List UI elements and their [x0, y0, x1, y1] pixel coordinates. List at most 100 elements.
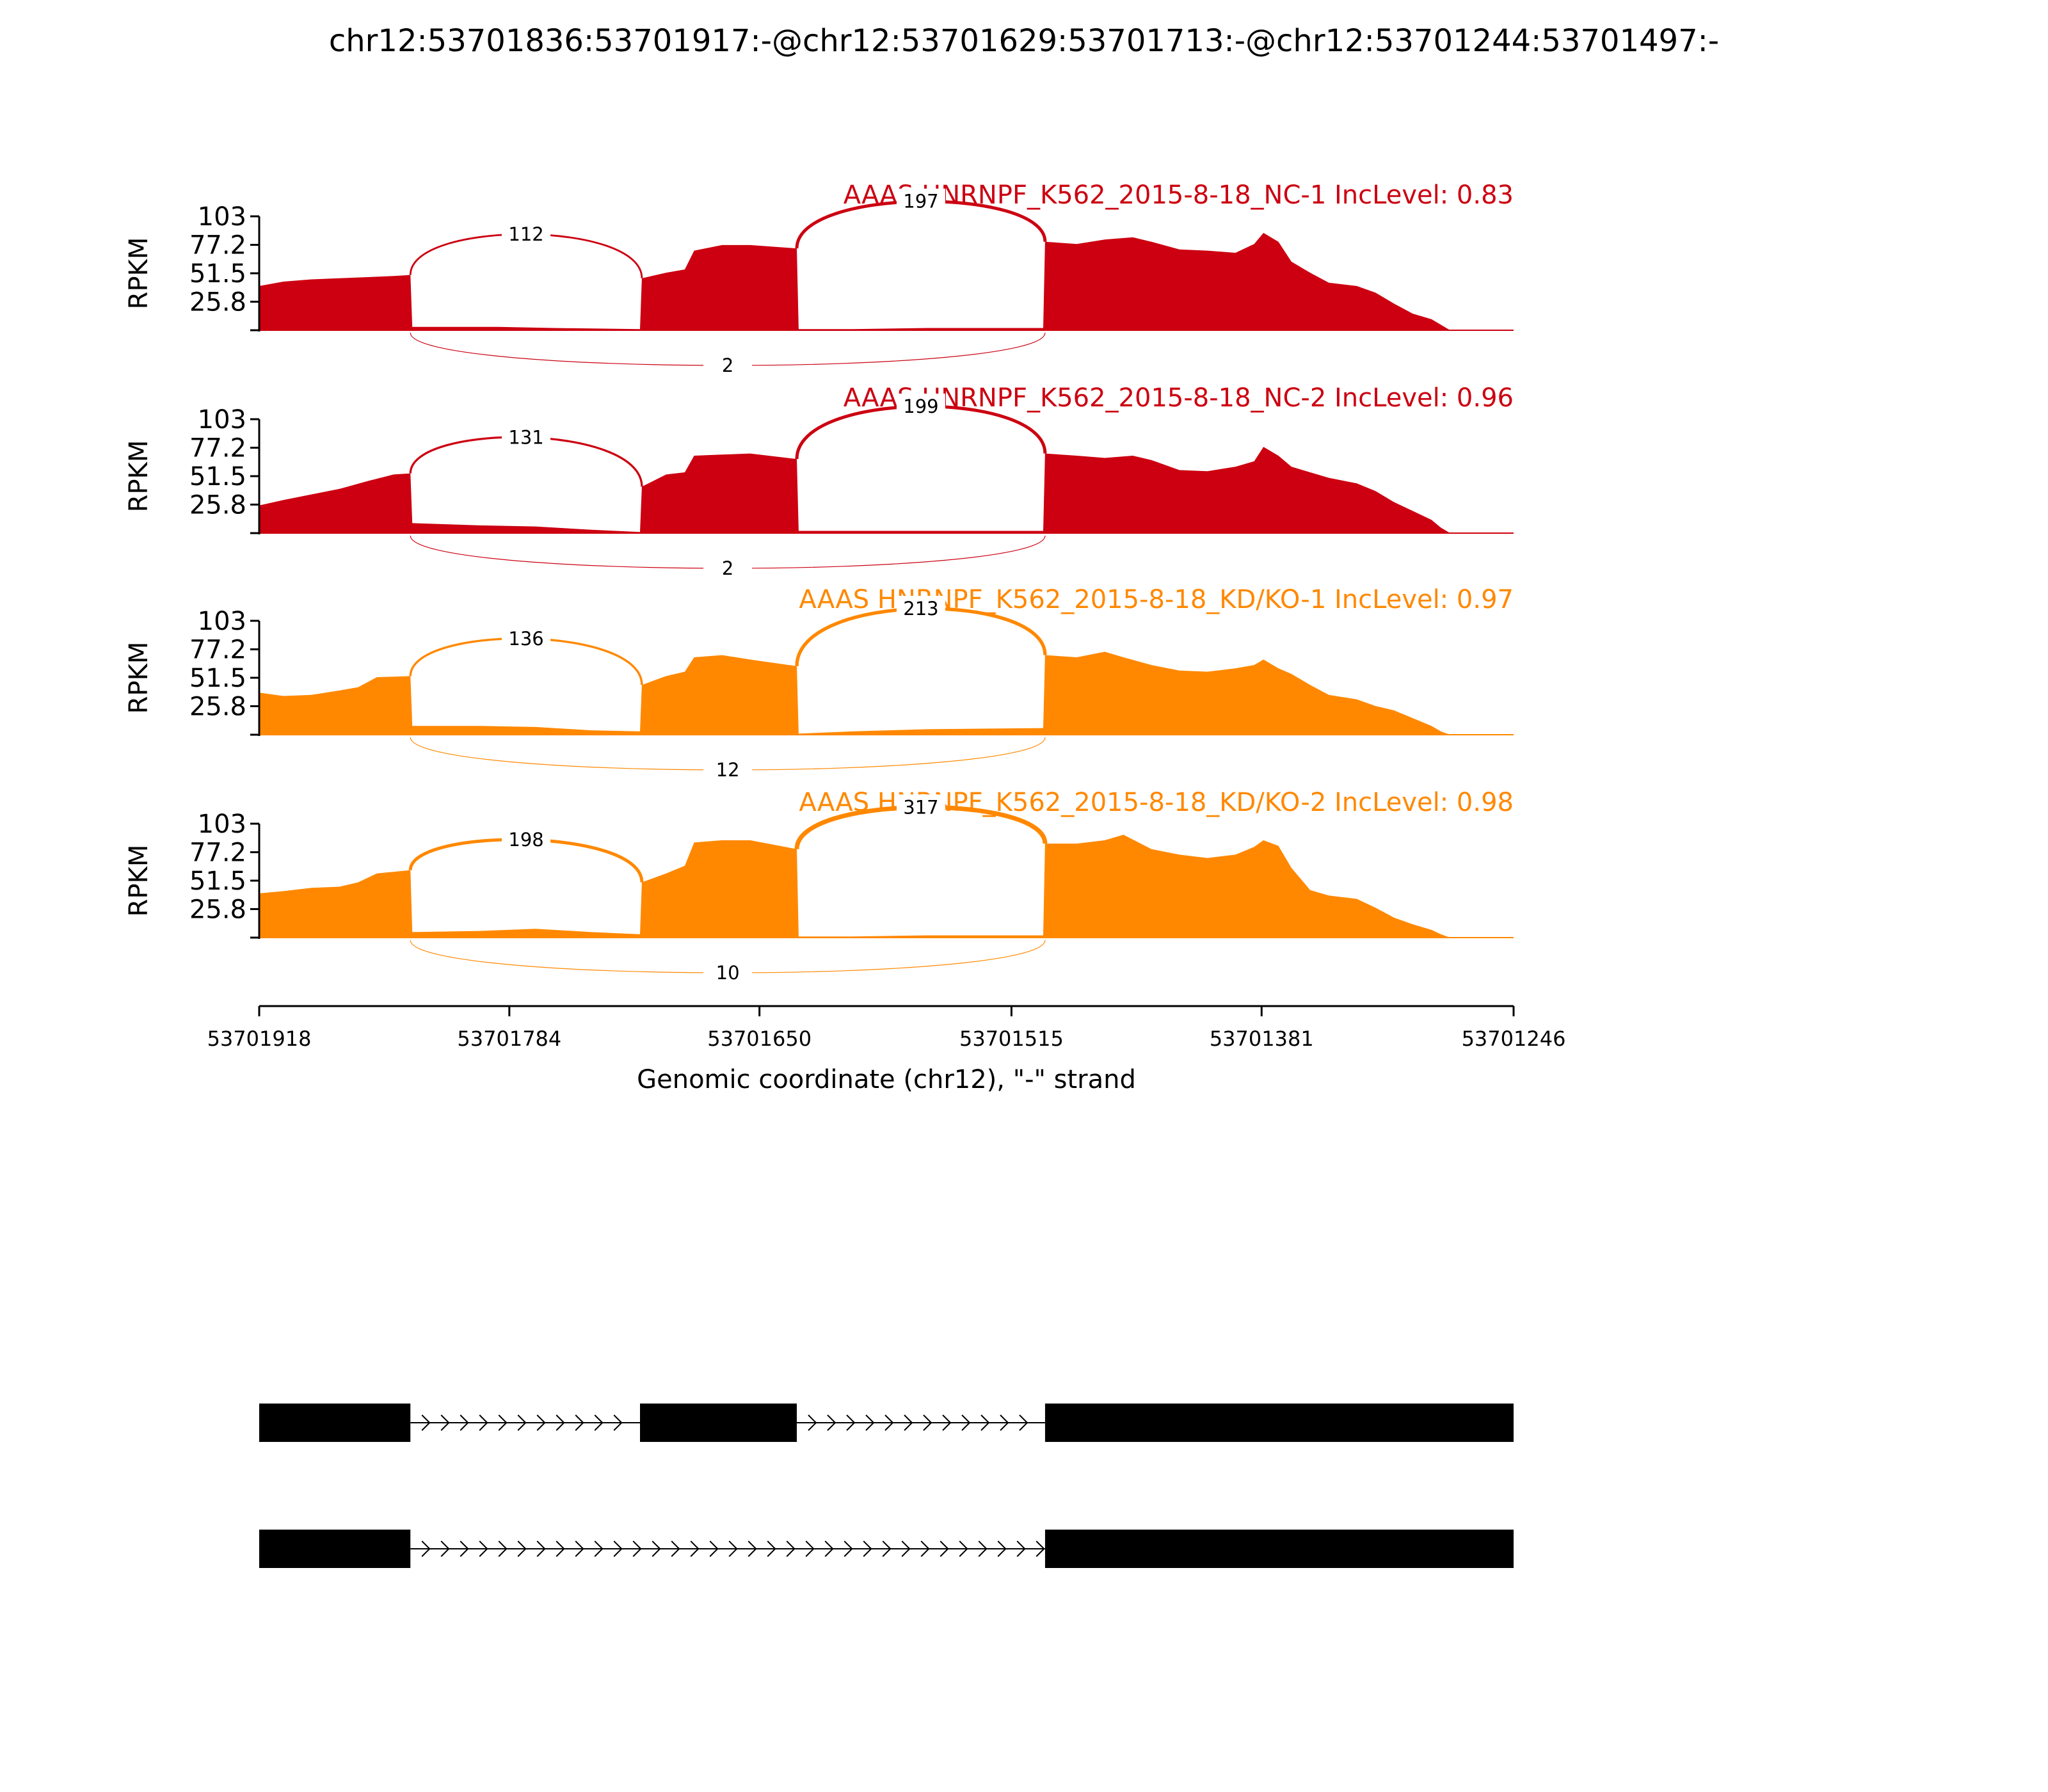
intron-chevron [460, 1414, 469, 1431]
intron-chevron [594, 1414, 604, 1431]
junction-count-label: 2 [722, 355, 733, 376]
y-tick-label: 77.2 [189, 434, 246, 463]
intron-chevron [1000, 1414, 1009, 1431]
intron-chevron [748, 1540, 757, 1557]
junction-label-bg [896, 393, 945, 419]
y-tick-label: 25.8 [189, 692, 246, 721]
intron-chevron [901, 1540, 911, 1557]
coverage-area [259, 835, 1514, 938]
junction-count-label: 112 [508, 223, 543, 245]
intron-chevron [460, 1540, 469, 1557]
intron-chevron [556, 1540, 565, 1557]
intron-chevron [978, 1540, 988, 1557]
junction-count-label: 10 [716, 962, 740, 984]
y-tick-label: 103 [198, 405, 246, 435]
intron-chevron [671, 1540, 680, 1557]
y-tick-label: 51.5 [189, 259, 246, 289]
intron-chevron [980, 1414, 990, 1431]
intron-chevron [690, 1540, 700, 1557]
junction-label-bg [502, 827, 551, 853]
intron-chevron [920, 1540, 930, 1557]
intron-chevron [884, 1414, 894, 1431]
intron-chevron [709, 1540, 719, 1557]
exon-block [259, 1404, 411, 1442]
junction-count-label: 198 [508, 829, 543, 851]
y-tick-label: 25.8 [189, 287, 246, 317]
exon-block [640, 1404, 797, 1442]
intron-chevron [613, 1540, 623, 1557]
y-tick-label: 103 [198, 607, 246, 636]
intron-chevron [632, 1540, 642, 1557]
intron-chevron [805, 1540, 815, 1557]
intron-chevron [517, 1540, 527, 1557]
junction-label-bg [703, 556, 753, 581]
intron-chevron [440, 1414, 450, 1431]
intron-chevron [613, 1414, 623, 1431]
intron-chevron [575, 1414, 584, 1431]
intron-chevron [942, 1414, 952, 1431]
junction-count-label: 136 [508, 628, 543, 650]
intron-chevron [421, 1540, 431, 1557]
x-tick-label: 53701784 [457, 1027, 561, 1051]
intron-chevron [808, 1414, 817, 1431]
intron-chevron [786, 1540, 796, 1557]
intron-chevron [421, 1414, 431, 1431]
isoform-inclusion [259, 1404, 1514, 1442]
coverage-area [259, 447, 1514, 533]
intron-chevron [997, 1540, 1007, 1557]
y-tick-label: 103 [198, 202, 246, 232]
intron-chevron [498, 1414, 508, 1431]
junction-label-bg [703, 353, 753, 378]
y-axis-label: RPKM [124, 237, 154, 310]
isoform-skipping [259, 1530, 1514, 1568]
y-tick-label: 77.2 [189, 231, 246, 260]
junction-label-bg [896, 596, 945, 622]
junction-count-label: 197 [903, 191, 938, 212]
intron-chevron [844, 1540, 853, 1557]
intron-chevron [904, 1414, 913, 1431]
intron-chevron [863, 1540, 872, 1557]
intron-chevron [479, 1540, 488, 1557]
junction-count-label: 2 [722, 557, 733, 579]
junction-count-label: 317 [903, 796, 938, 818]
intron-chevron [1019, 1414, 1028, 1431]
y-tick-label: 77.2 [189, 838, 246, 868]
intron-chevron [575, 1540, 584, 1557]
y-axis-label: RPKM [124, 440, 154, 513]
intron-chevron [940, 1540, 949, 1557]
y-tick-label: 51.5 [189, 664, 246, 693]
y-axis-label: RPKM [124, 845, 154, 917]
intron-chevron [824, 1540, 834, 1557]
exon-block [259, 1530, 411, 1568]
junction-label-bg [502, 424, 551, 451]
exon-block [1044, 1530, 1514, 1568]
intron-chevron [536, 1540, 546, 1557]
intron-chevron [961, 1414, 971, 1431]
junction-label-bg [896, 188, 945, 214]
junction-label-bg [703, 960, 753, 986]
intron-chevron [959, 1540, 968, 1557]
y-tick-label: 103 [198, 810, 246, 839]
intron-chevron [479, 1414, 488, 1431]
intron-chevron [1036, 1540, 1045, 1557]
coverage-area [259, 232, 1514, 330]
intron-chevron [652, 1540, 661, 1557]
coverage-area [259, 652, 1514, 735]
x-axis-label: Genomic coordinate (chr12), "-" strand [637, 1065, 1136, 1094]
intron-chevron [440, 1540, 450, 1557]
y-tick-label: 77.2 [189, 636, 246, 665]
y-tick-label: 25.8 [189, 490, 246, 520]
junction-label-bg [502, 625, 551, 652]
intron-chevron [923, 1414, 932, 1431]
junction-label-bg [703, 757, 753, 783]
main-title: chr12:53701836:53701917:-@chr12:53701629… [329, 23, 1719, 59]
intron-chevron [767, 1540, 776, 1557]
y-tick-label: 51.5 [189, 867, 246, 896]
intron-chevron [728, 1540, 738, 1557]
x-tick-label: 53701515 [959, 1027, 1064, 1051]
